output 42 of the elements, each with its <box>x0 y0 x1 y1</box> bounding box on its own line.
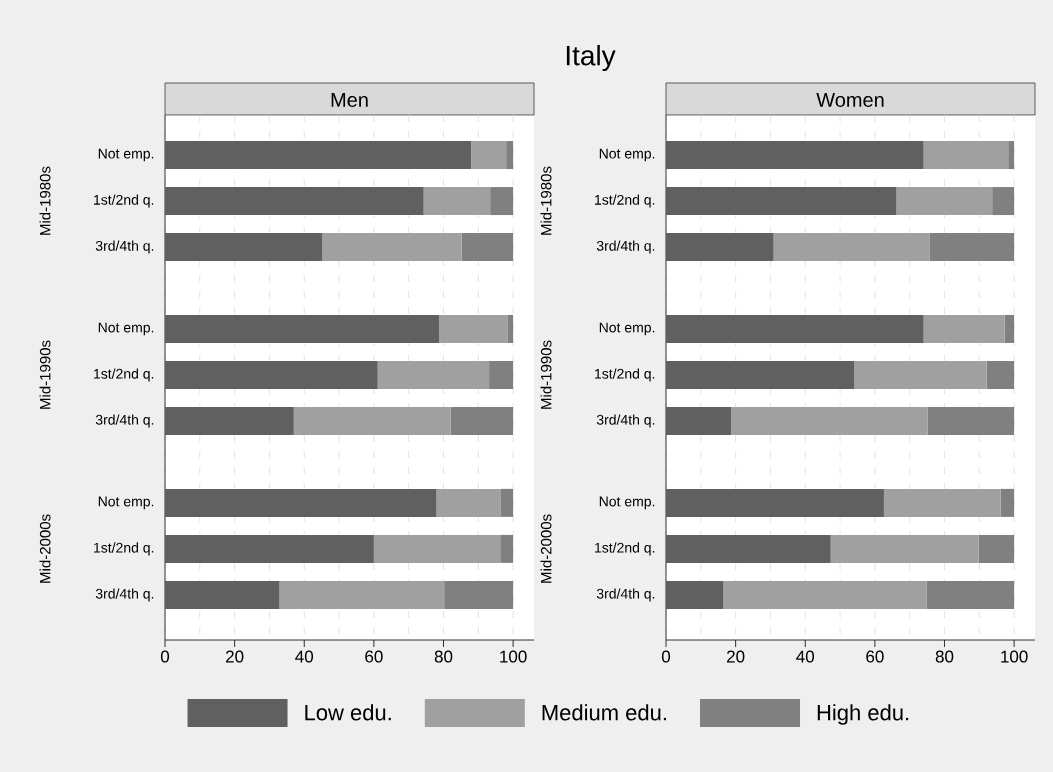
y-tick-label: 1st/2nd q. <box>94 368 154 382</box>
y-tick-label: 3rd/4th q. <box>596 414 655 428</box>
text: Mid-1980s <box>540 166 552 235</box>
y-tick-label: Not emp. <box>98 322 154 336</box>
text: Mid-1980s <box>39 166 51 235</box>
text: Mid-2000s <box>39 514 51 583</box>
y-tick-label: 1st/2nd q. <box>595 542 655 556</box>
y-tick-label: Not emp. <box>599 322 655 336</box>
x-tick-label: 60 <box>365 650 383 663</box>
x-tick-label: 60 <box>866 650 884 663</box>
legend-label: High edu. <box>817 704 909 725</box>
text: Mid-1990s <box>540 340 552 409</box>
x-tick-label: 40 <box>295 650 314 663</box>
chart-subtitle: Men <box>331 93 368 107</box>
x-tick-label: 100 <box>500 650 527 663</box>
y-tick-label: 3rd/4th q. <box>596 240 655 254</box>
text: Mid-2000s <box>540 514 552 583</box>
y-tick-label: 1st/2nd q. <box>94 194 154 208</box>
text: Mid-1990s <box>39 340 51 409</box>
x-tick-label: 80 <box>935 650 954 663</box>
y-tick-label: 1st/2nd q. <box>595 194 655 208</box>
chart-subtitle: Women <box>816 93 884 107</box>
y-tick-label: Not emp. <box>599 496 655 510</box>
x-tick-label: 80 <box>434 650 453 663</box>
x-tick-label: 20 <box>727 650 745 663</box>
y-tick-label: 3rd/4th q. <box>95 414 154 428</box>
x-tick-label: 100 <box>1001 650 1028 663</box>
x-tick-label: 0 <box>661 650 671 663</box>
legend-label: Medium edu. <box>542 704 666 721</box>
text: Italy <box>566 44 616 72</box>
y-tick-label: Not emp. <box>98 148 154 162</box>
y-tick-label: 1st/2nd q. <box>94 542 154 556</box>
y-tick-label: 3rd/4th q. <box>95 240 154 254</box>
x-tick-label: 0 <box>160 650 170 663</box>
y-tick-label: Not emp. <box>98 496 154 510</box>
x-tick-label: 40 <box>796 650 815 663</box>
y-tick-label: 1st/2nd q. <box>595 368 655 382</box>
y-tick-label: 3rd/4th q. <box>596 588 655 602</box>
y-tick-label: Not emp. <box>599 148 655 162</box>
legend-label: Low edu. <box>305 704 391 721</box>
x-tick-label: 20 <box>226 650 244 663</box>
y-tick-label: 3rd/4th q. <box>95 588 154 602</box>
